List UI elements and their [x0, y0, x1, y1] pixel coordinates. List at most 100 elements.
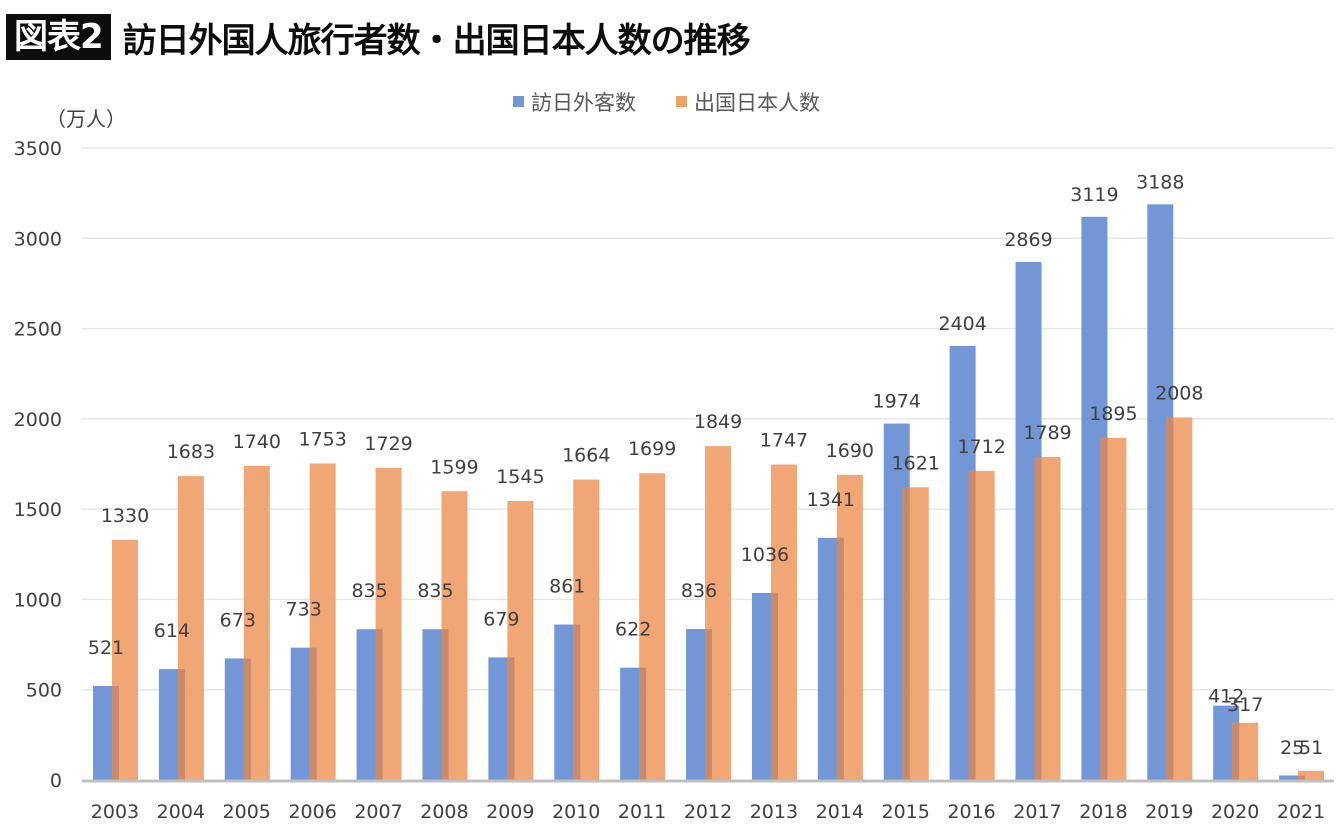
x-axis-ticks: 2003 2004 2005 2006 2007 2008 2009 2010 2011 2012… [91, 801, 1325, 823]
x-tick-label: 2018 [1079, 801, 1127, 823]
data-label-visitors: 3119 [1070, 184, 1118, 206]
x-tick-label: 2014 [816, 801, 864, 823]
bar-overlap [902, 487, 910, 780]
bar-overlap [573, 624, 581, 780]
bar-japanese-departures [1298, 770, 1325, 780]
x-tick-label: 2010 [552, 801, 600, 823]
y-tick-label: 500 [26, 680, 62, 702]
y-tick-label: 0 [50, 770, 62, 792]
x-tick-label: 2006 [288, 801, 336, 823]
data-label-visitors: 2869 [1004, 229, 1052, 251]
y-tick-label: 3000 [14, 228, 62, 250]
data-label-departures: 1729 [364, 433, 412, 455]
data-labels: 521 1330 614 1683 673 1740 733 1753 835 1729 835 15… [88, 171, 1323, 759]
x-tick-label: 2004 [157, 801, 205, 823]
x-tick-label: 2016 [947, 801, 995, 823]
data-label-visitors: 1341 [807, 489, 855, 511]
y-tick-label: 1000 [14, 589, 62, 611]
x-tick-label: 2012 [684, 801, 732, 823]
figure-title-text: 訪日外国人旅行者数・出国日本人数の推移 [122, 20, 751, 61]
legend-swatch [513, 96, 524, 107]
y-tick-label: 1500 [14, 499, 62, 521]
y-axis-ticks: 0 500 1000 1500 2000 2500 3000 3500 [14, 138, 62, 792]
data-label-visitors: 622 [615, 619, 651, 641]
y-tick-label: 2500 [14, 319, 62, 341]
data-label-departures: 1789 [1023, 422, 1071, 444]
bar-overlap [309, 647, 317, 780]
x-tick-label: 2011 [618, 801, 666, 823]
bar-overlap [1166, 417, 1174, 780]
data-label-departures: 1712 [957, 436, 1005, 458]
data-label-visitors: 836 [681, 580, 717, 602]
bar-overlap [243, 658, 251, 780]
legend-item: 出国日本人数 [676, 91, 820, 115]
data-label-departures: 1747 [760, 430, 808, 452]
x-tick-label: 2007 [354, 801, 402, 823]
data-label-visitors: 614 [154, 620, 190, 642]
x-tick-label: 2009 [486, 801, 534, 823]
bar-overlap [1232, 722, 1240, 780]
data-label-visitors: 679 [483, 608, 519, 630]
legend-label: 出国日本人数 [694, 91, 820, 115]
bar-overlap [968, 470, 976, 780]
x-tick-label: 2017 [1013, 801, 1061, 823]
figure-title: 図表2 訪日外国人旅行者数・出国日本人数の推移 [6, 14, 751, 61]
bar-overlap [1100, 437, 1108, 780]
data-label-visitors: 733 [286, 599, 322, 621]
data-label-visitors: 835 [351, 580, 387, 602]
data-label-visitors: 3188 [1136, 171, 1184, 193]
y-tick-label: 3500 [14, 138, 62, 160]
legend-item: 訪日外客数 [513, 91, 636, 115]
data-label-visitors: 521 [88, 637, 124, 659]
bar-overlap [375, 629, 383, 780]
x-tick-label: 2013 [750, 801, 798, 823]
data-label-departures: 1599 [430, 456, 478, 478]
data-label-departures: 1330 [101, 505, 149, 527]
bar-overlap [639, 667, 647, 780]
data-label-departures: 317 [1227, 694, 1263, 716]
legend-swatch [676, 96, 687, 107]
data-label-departures: 1664 [562, 445, 610, 467]
bar-overlap [507, 657, 515, 780]
data-label-departures: 2008 [1155, 382, 1203, 404]
data-label-departures: 1849 [694, 411, 742, 433]
bars [93, 204, 1325, 781]
x-tick-label: 2019 [1145, 801, 1193, 823]
data-label-visitors: 2404 [938, 313, 986, 335]
data-label-visitors: 1974 [873, 391, 921, 413]
data-label-visitors: 673 [220, 609, 256, 631]
data-label-departures: 1621 [892, 452, 940, 474]
y-axis-unit-label: （万人） [46, 107, 126, 131]
bar-overlap [441, 629, 449, 780]
bar-visitors-to-japan [1279, 775, 1306, 780]
bar-overlap [1034, 456, 1042, 780]
x-tick-label: 2005 [223, 801, 271, 823]
figure-number-tag: 図表2 [6, 14, 111, 60]
data-label-departures: 1753 [299, 428, 347, 450]
data-label-departures: 1895 [1089, 403, 1137, 425]
data-label-visitors: 1036 [741, 544, 789, 566]
data-label-visitors: 25 [1280, 737, 1304, 759]
data-label-visitors: 412 [1208, 686, 1244, 708]
data-label-departures: 1690 [826, 440, 874, 462]
data-label-departures: 1683 [167, 441, 215, 463]
bar-overlap [770, 592, 778, 780]
data-label-visitors: 861 [549, 576, 585, 598]
legend: 訪日外客数 出国日本人数 [513, 91, 820, 115]
x-tick-label: 2008 [420, 801, 468, 823]
x-tick-label: 2021 [1277, 801, 1325, 823]
bar-overlap [112, 685, 119, 780]
bar-overlap [1298, 775, 1306, 780]
bar-overlap [705, 629, 713, 780]
data-label-departures: 1699 [628, 438, 676, 460]
legend-label: 訪日外客数 [531, 91, 636, 115]
data-label-departures: 1740 [233, 431, 281, 453]
bar-overlap [836, 537, 844, 780]
x-tick-label: 2020 [1211, 801, 1259, 823]
x-tick-label: 2015 [882, 801, 930, 823]
bar-overlap [177, 669, 185, 780]
x-tick-label: 2003 [91, 801, 139, 823]
y-tick-label: 2000 [14, 409, 62, 431]
data-label-visitors: 835 [417, 580, 453, 602]
